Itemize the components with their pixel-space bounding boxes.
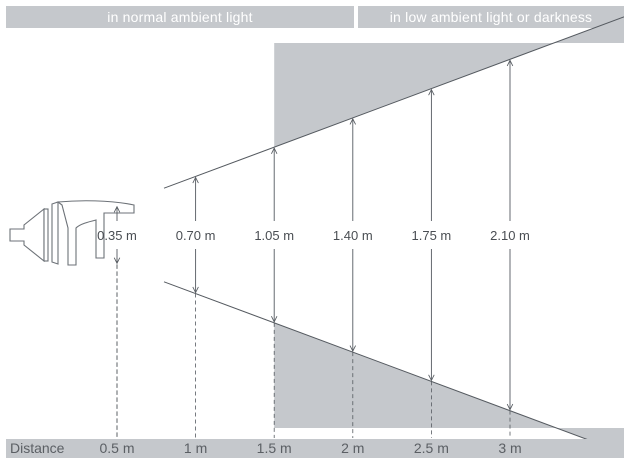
width-label: 1.40 m <box>333 228 373 243</box>
width-label: 0.70 m <box>176 228 216 243</box>
width-label: 1.05 m <box>254 228 294 243</box>
distance-tick-label: 1 m <box>184 439 207 458</box>
width-label: 1.75 m <box>412 228 452 243</box>
width-labels: 0.35 m 0.70 m 1.05 m 1.40 m 1.75 m 2.10 m <box>97 228 530 243</box>
distance-tick-label: 2.5 m <box>414 439 449 458</box>
distance-tick-label: 3 m <box>498 439 521 458</box>
distance-tick-label: 0.5 m <box>99 439 134 458</box>
beam-top-edge <box>164 17 624 188</box>
width-label: 0.35 m <box>97 228 137 243</box>
distance-tick-label: 2 m <box>341 439 364 458</box>
width-label: 2.10 m <box>490 228 530 243</box>
distance-axis-band: Distance 0.5 m 1 m 1.5 m 2 m 2.5 m 3 m <box>6 439 624 458</box>
distance-tick-label: 1.5 m <box>257 439 292 458</box>
distance-axis-label: Distance <box>10 439 64 458</box>
